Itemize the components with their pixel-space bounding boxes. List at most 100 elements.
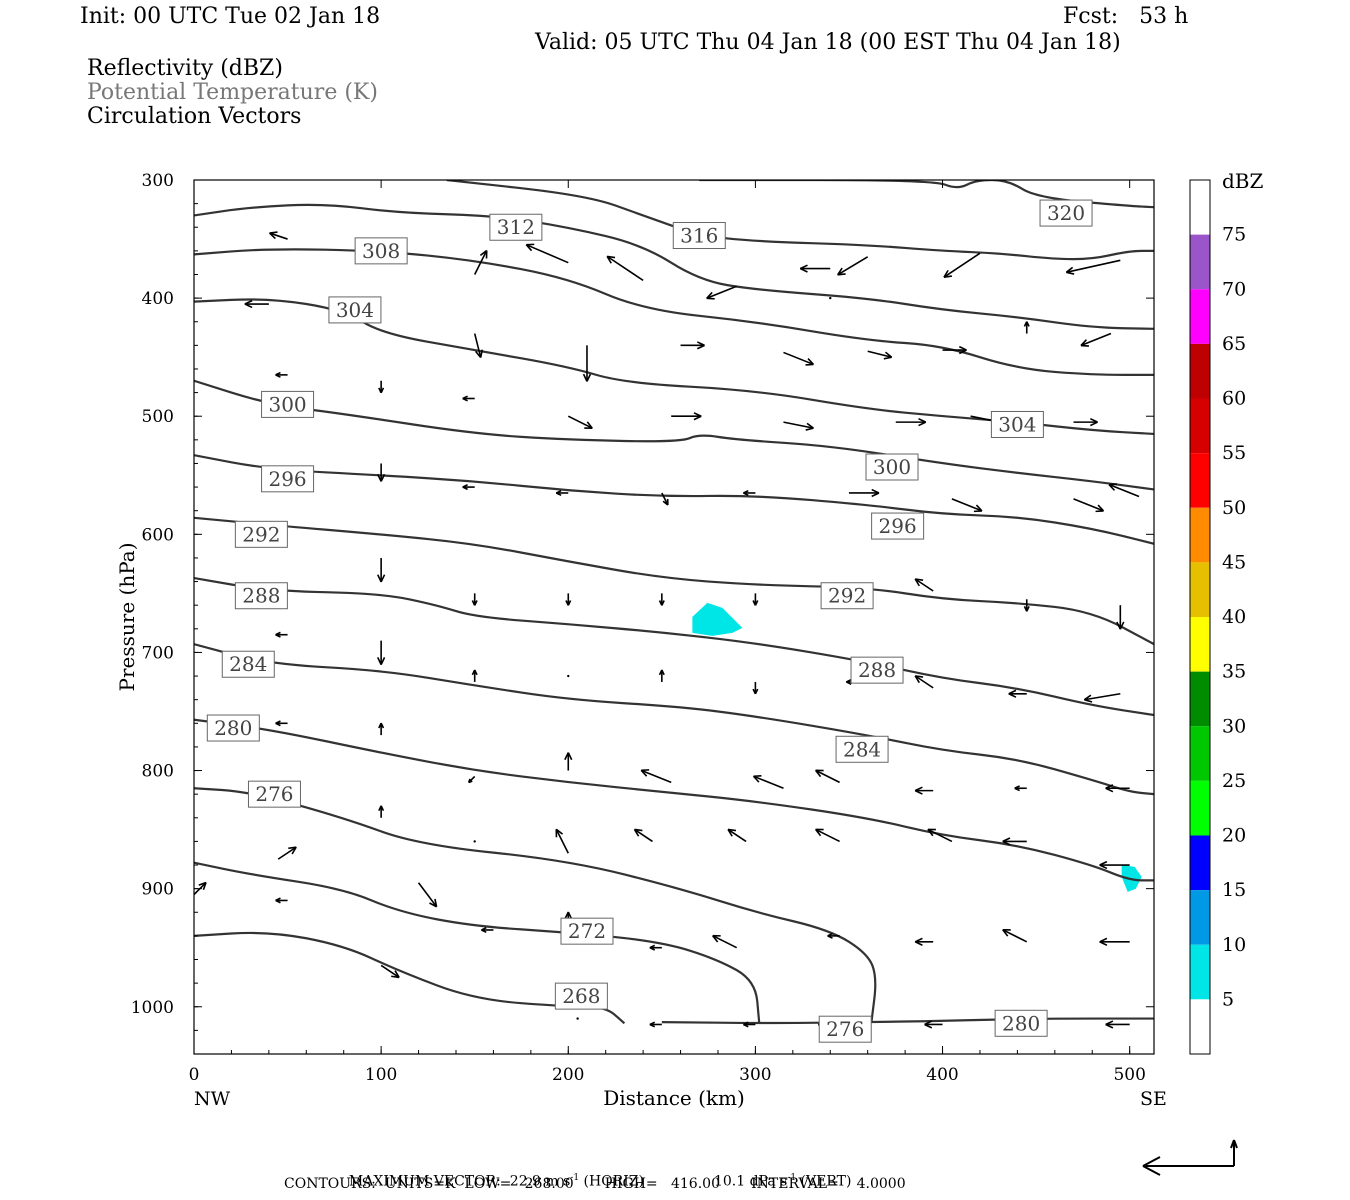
circulation-vector: [814, 769, 840, 784]
reflectivity-area: [692, 602, 743, 636]
colorbar-level-label: 60: [1222, 388, 1246, 410]
circulation-vector: [275, 631, 288, 638]
vector-head: [391, 975, 400, 979]
vector-head: [1002, 837, 1011, 843]
theta-contour: [194, 718, 1154, 882]
vector-head: [1008, 693, 1017, 698]
circulation-vector: [649, 1021, 662, 1028]
vector-shaft: [1002, 929, 1028, 943]
contour-label-box: [865, 453, 919, 481]
vector-shaft: [727, 828, 747, 843]
circulation-vector: [376, 640, 386, 665]
x-end-label-se: SE: [1140, 1088, 1167, 1110]
vector-head: [743, 1023, 749, 1028]
colorbar-title: dBZ: [1222, 169, 1264, 193]
colorbar-level-label: 20: [1222, 825, 1246, 847]
contour-label-box: [818, 1015, 872, 1043]
circulation-vector: [752, 681, 759, 695]
contour-label-box: [247, 780, 301, 808]
theta-contour: [194, 931, 626, 1025]
circulation-vector: [378, 805, 385, 818]
y-tick-label: 500: [142, 407, 174, 427]
vector-head: [479, 349, 484, 358]
colorbar-level-label: 5: [1222, 988, 1234, 1010]
vector-head: [814, 769, 822, 778]
colorbar-segment: [1190, 562, 1210, 617]
colorbar-segment: [1190, 890, 1210, 945]
circulation-vector: [1099, 860, 1130, 870]
vector-head: [837, 273, 846, 276]
circulation-vector: [914, 675, 934, 689]
y-tick-label: 800: [142, 762, 174, 782]
vector-head: [943, 269, 949, 278]
colorbar-level-label: 35: [1222, 661, 1246, 683]
x-tick-label: 400: [926, 1065, 958, 1085]
contour-label: 280: [1002, 1011, 1040, 1035]
vector-head: [696, 344, 705, 350]
circulation-vector: [467, 775, 476, 784]
vector-head: [914, 578, 920, 587]
vector-head: [943, 275, 952, 279]
vector-shaft: [473, 333, 482, 358]
vector-head: [799, 267, 808, 273]
field-circulation-vectors: Circulation Vectors: [87, 104, 302, 129]
circulation-vector: [829, 296, 832, 300]
contour-label-box: [261, 390, 315, 418]
circulation-vector: [927, 828, 953, 843]
circulation-vector: [680, 341, 705, 350]
contour-label: 292: [242, 522, 280, 546]
theta-contour: [194, 516, 1154, 646]
colorbar-segment: [1190, 507, 1210, 563]
colorbar-segment: [1190, 780, 1210, 836]
circulation-vector: [1080, 332, 1112, 347]
x-tick-label: 500: [1113, 1065, 1145, 1085]
vector-head: [1089, 421, 1098, 427]
contour-label: 304: [336, 298, 374, 322]
max-vector-horiz-a: MAXIMUM VECTOR: 22.9 m s: [348, 1173, 571, 1190]
contour-label: 292: [828, 584, 866, 608]
circulation-vector: [743, 1021, 756, 1028]
vector-shaft: [815, 828, 840, 843]
circulation-vector: [1083, 692, 1121, 703]
circulation-vector: [275, 897, 288, 904]
vector-head: [380, 574, 386, 583]
circulation-vector: [473, 249, 488, 275]
contour-label: 268: [562, 984, 600, 1008]
vector-head: [481, 929, 487, 934]
contour-label-box: [871, 512, 925, 540]
y-tick-label: 900: [142, 880, 174, 900]
circulation-vector: [706, 285, 737, 300]
vector-head: [376, 473, 382, 482]
field-reflectivity: Reflectivity (dBZ): [87, 56, 283, 81]
vector-head: [1026, 606, 1030, 612]
vector-head: [975, 504, 983, 512]
vector-head: [275, 633, 281, 638]
x-tick-label: 200: [552, 1065, 584, 1085]
contour-label: 284: [843, 737, 881, 761]
vector-head: [473, 600, 478, 606]
contour-label: 320: [1047, 201, 1085, 225]
circulation-vector: [564, 752, 573, 771]
vector-head: [468, 780, 473, 784]
circulation-vector: [1002, 928, 1028, 943]
circulation-vector: [658, 669, 665, 682]
colorbar-segment: [1190, 671, 1210, 727]
x-end-label-nw: NW: [194, 1088, 231, 1110]
vector-head: [649, 1023, 656, 1028]
y-tick-label: 700: [142, 643, 174, 663]
circulation-vector: [576, 1017, 579, 1020]
circulation-vector: [783, 351, 815, 366]
vector-shaft: [1080, 332, 1112, 347]
vector-shaft: [473, 250, 488, 275]
circulation-vector: [633, 828, 653, 843]
vector-head: [475, 350, 482, 359]
vector-head: [914, 786, 923, 792]
vector-head: [1008, 689, 1017, 695]
vector-shaft: [783, 421, 814, 429]
circulation-vector: [462, 395, 475, 402]
vector-head: [806, 422, 814, 429]
vector-head: [555, 492, 562, 497]
circulation-vector: [1073, 498, 1105, 513]
vector-head: [633, 828, 640, 837]
colorbar-level-label: 25: [1222, 770, 1246, 792]
